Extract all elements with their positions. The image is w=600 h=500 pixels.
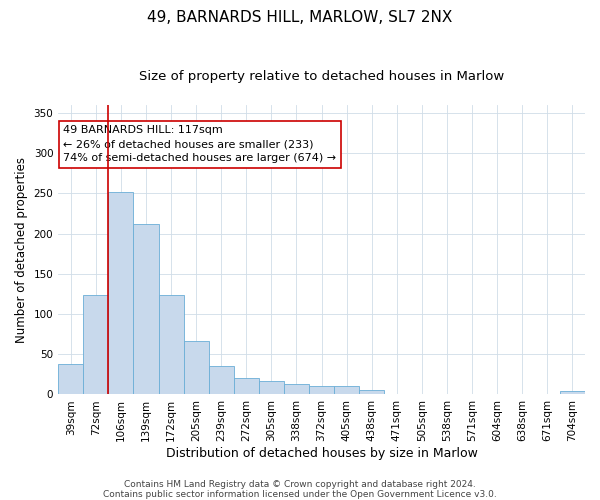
- Y-axis label: Number of detached properties: Number of detached properties: [15, 156, 28, 342]
- Bar: [359, 390, 385, 394]
- Text: Contains HM Land Registry data © Crown copyright and database right 2024.: Contains HM Land Registry data © Crown c…: [124, 480, 476, 489]
- Bar: [309, 386, 334, 394]
- Bar: [58, 364, 83, 394]
- Bar: [158, 295, 184, 394]
- Bar: [83, 295, 109, 394]
- Bar: [209, 366, 234, 394]
- Bar: [284, 384, 309, 394]
- Title: Size of property relative to detached houses in Marlow: Size of property relative to detached ho…: [139, 70, 504, 83]
- Bar: [109, 192, 133, 394]
- Text: 49 BARNARDS HILL: 117sqm
← 26% of detached houses are smaller (233)
74% of semi-: 49 BARNARDS HILL: 117sqm ← 26% of detach…: [64, 126, 337, 164]
- Bar: [334, 386, 359, 394]
- Bar: [259, 381, 284, 394]
- Bar: [234, 378, 259, 394]
- Bar: [560, 391, 585, 394]
- Bar: [184, 342, 209, 394]
- Text: 49, BARNARDS HILL, MARLOW, SL7 2NX: 49, BARNARDS HILL, MARLOW, SL7 2NX: [148, 10, 452, 25]
- X-axis label: Distribution of detached houses by size in Marlow: Distribution of detached houses by size …: [166, 447, 478, 460]
- Text: Contains public sector information licensed under the Open Government Licence v3: Contains public sector information licen…: [103, 490, 497, 499]
- Bar: [133, 224, 158, 394]
